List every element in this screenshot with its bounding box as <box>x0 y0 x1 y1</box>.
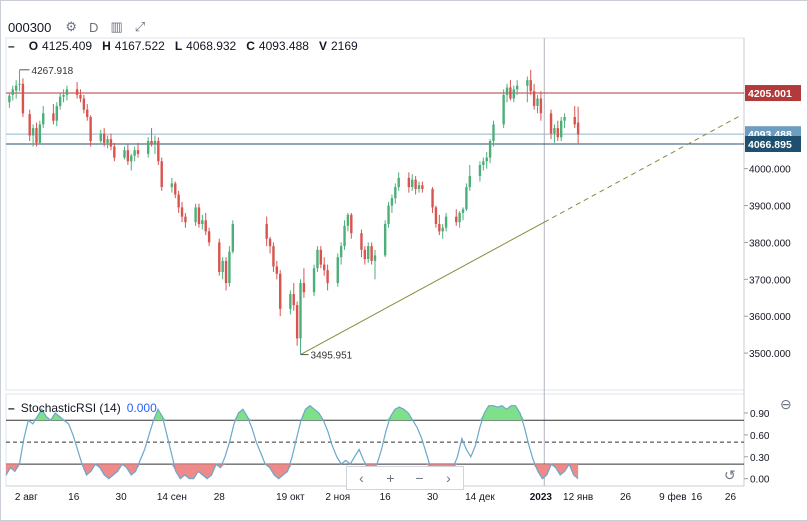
collapse-pane-icon[interactable]: ⊖ <box>780 396 792 412</box>
ohlc-legend: – O 4125.409 H 4167.522 L 4068.932 C 4093.48… <box>8 39 358 53</box>
volume-label: V <box>318 39 327 53</box>
gear-icon[interactable]: ⚙ <box>65 19 78 34</box>
symbol-name[interactable]: 000300 <box>8 19 52 35</box>
navigation-control: ‹ + − › <box>346 466 464 490</box>
high-label: H <box>102 39 111 53</box>
indicator-title: StochasticRSI (14) <box>20 401 121 415</box>
indicator-value: 0.000 <box>126 401 157 415</box>
indicator-toggle-icon[interactable]: – <box>8 401 15 415</box>
volume-value: 2169 <box>330 39 358 53</box>
compare-icon[interactable]: ▥ <box>110 19 123 34</box>
scroll-right-button[interactable]: › <box>446 470 451 486</box>
low-value: 4068.932 <box>186 39 237 53</box>
zoom-in-button[interactable]: + <box>386 470 395 486</box>
zoom-out-button[interactable]: − <box>415 470 424 486</box>
close-value: 4093.488 <box>258 39 309 53</box>
reset-icon[interactable]: ↺ <box>724 467 736 483</box>
indicator-legend: – StochasticRSI (14) 0.000 <box>8 401 157 415</box>
legend-toggle-icon[interactable]: – <box>8 39 15 53</box>
high-value: 4167.522 <box>114 39 165 53</box>
open-value: 4125.409 <box>42 39 93 53</box>
open-label: O <box>28 39 39 53</box>
symbol-bar: 000300 ⚙ D ▥ ⤢ <box>8 18 157 36</box>
close-label: C <box>246 39 255 53</box>
interval-button[interactable]: D <box>89 19 99 35</box>
expand-icon[interactable]: ⤢ <box>134 19 146 34</box>
scroll-left-button[interactable]: ‹ <box>359 470 364 486</box>
low-label: L <box>174 39 183 53</box>
